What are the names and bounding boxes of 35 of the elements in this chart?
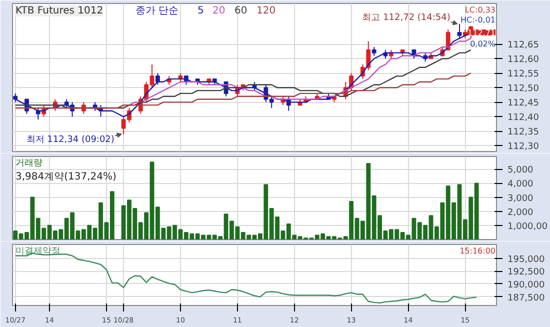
y-tick-label: 112,65: [508, 40, 539, 51]
text: 5: [198, 6, 204, 16]
text: 20: [212, 6, 226, 16]
y-tick-label: 195,000: [508, 254, 545, 265]
legend-title: 종가 단순: [136, 6, 179, 16]
y-tick-label: 112,30: [508, 142, 540, 152]
annotation: 최저 112,34 (09:02): [26, 135, 114, 146]
text: 3,984계약(137,24%): [16, 172, 117, 182]
text: 60: [234, 6, 248, 16]
y-tick-label: 112,35: [508, 128, 539, 138]
y-tick-label: 2,000: [508, 208, 534, 218]
y-tick-label: 192,500: [508, 268, 545, 278]
y-tick-label: 190,000: [508, 280, 545, 290]
y-tick-label: 1,000,00: [508, 222, 548, 232]
y-tick-label: 3,000: [508, 194, 534, 204]
candlestick: [366, 40, 371, 71]
annotation: 0,02%: [470, 40, 496, 48]
annotation: HC:-0,01: [460, 16, 496, 24]
candlestick: [446, 29, 450, 50]
y-tick-label: 112,45: [508, 98, 539, 109]
y-tick-label: 112,55: [508, 70, 539, 80]
text: 120: [256, 6, 276, 16]
y-tick-label: 112,40: [508, 113, 540, 124]
annotation: 15:16:00: [460, 246, 496, 256]
y-tick-label: 4,000: [508, 180, 534, 190]
annotation: 최고 112,72 (14:54): [362, 12, 450, 23]
chart-title: 거래량: [16, 158, 42, 168]
annotation: LC:0,33: [464, 6, 496, 14]
y-tick-label: 112,60: [508, 55, 540, 66]
y-tick-label: 187,500: [508, 293, 545, 304]
chart-title: KTB Futures 1012: [16, 6, 104, 16]
annotation: 112,71: [468, 28, 496, 38]
candlestick: [155, 72, 160, 86]
y-tick-label: 5,000: [508, 166, 534, 176]
y-tick-label: 112,50: [508, 84, 540, 94]
